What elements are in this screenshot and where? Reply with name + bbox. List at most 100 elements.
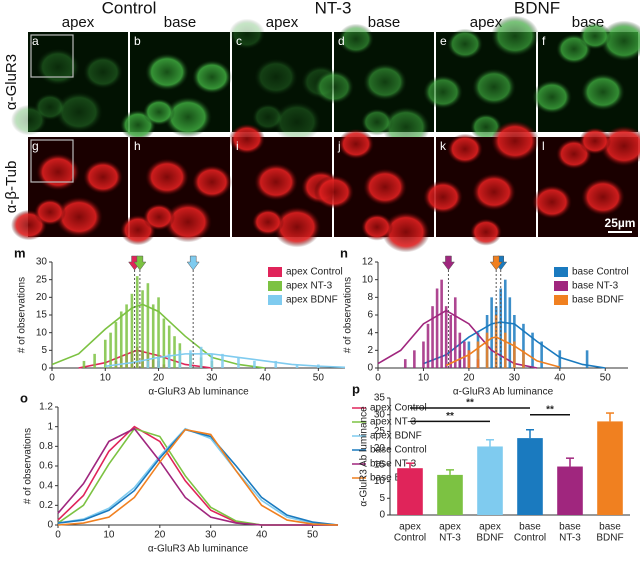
histogram-bar bbox=[157, 357, 160, 368]
y-tick-label: 0 bbox=[47, 520, 53, 531]
line-series bbox=[57, 427, 338, 526]
cell bbox=[581, 178, 625, 216]
y-tick-label: 0 bbox=[379, 510, 385, 521]
cell bbox=[273, 206, 321, 248]
cell bbox=[447, 28, 483, 60]
micrograph bbox=[423, 15, 539, 141]
x-axis-label: α-GluR3 Ab luminance bbox=[453, 387, 554, 398]
histogram-bar bbox=[522, 323, 525, 368]
x-tick-label: BDNF bbox=[476, 533, 503, 544]
y-tick-label: 1.2 bbox=[39, 402, 53, 413]
column-label: base bbox=[164, 14, 197, 31]
histogram-bar bbox=[422, 341, 425, 368]
histogram-bar bbox=[103, 339, 107, 368]
y-tick-label: 10 bbox=[36, 327, 48, 338]
histogram-bar bbox=[431, 306, 434, 368]
histogram-bar bbox=[199, 346, 203, 368]
cell bbox=[252, 103, 284, 131]
histogram-bar bbox=[157, 297, 160, 368]
legend-swatch bbox=[554, 267, 568, 277]
y-axis-label: # of observations bbox=[343, 277, 354, 353]
cell bbox=[55, 196, 103, 238]
x-tick-label: Control bbox=[514, 533, 546, 544]
cell bbox=[579, 22, 611, 50]
histogram-bar bbox=[476, 341, 480, 368]
inset-box bbox=[30, 139, 74, 183]
legend-label: apex Control bbox=[370, 403, 427, 414]
cell bbox=[447, 133, 483, 165]
mean-arrow bbox=[441, 255, 455, 271]
panel-letter: d bbox=[338, 34, 345, 48]
histogram-bar bbox=[531, 332, 534, 368]
x-tick-label: NT-3 bbox=[439, 533, 461, 544]
fit-curve bbox=[105, 353, 346, 369]
x-tick-label: 20 bbox=[154, 530, 166, 541]
legend-label: apex NT-3 bbox=[286, 281, 333, 292]
chart: n 0 2 4 6 8 10 12 0 10 20 30 40 50 α-GluR3 Ab luminanc… bbox=[340, 245, 638, 398]
panel-letter: o bbox=[20, 390, 28, 405]
micrograph bbox=[423, 120, 539, 246]
histogram-bar bbox=[210, 353, 214, 368]
legend-swatch bbox=[268, 267, 282, 277]
cell bbox=[579, 127, 611, 155]
histogram-bar bbox=[146, 283, 150, 368]
x-tick-label: 20 bbox=[463, 373, 475, 384]
cell bbox=[314, 70, 354, 104]
panel-letter: h bbox=[134, 139, 141, 153]
bar bbox=[437, 474, 463, 515]
histogram-bar bbox=[295, 364, 299, 368]
histogram-bar bbox=[253, 360, 256, 368]
histogram-bar bbox=[189, 350, 192, 368]
bar bbox=[557, 466, 583, 515]
x-tick-label: 10 bbox=[103, 530, 115, 541]
cell bbox=[55, 91, 103, 133]
y-axis-label: # of observations bbox=[17, 277, 28, 353]
bar bbox=[517, 438, 543, 515]
x-tick-label: Control bbox=[394, 533, 426, 544]
histogram-bar bbox=[467, 350, 471, 368]
x-tick-label: base bbox=[519, 522, 541, 533]
chart: o00.20.40.60.811.20 10 20 30 40 50α-GluR3 Ab … bbox=[20, 390, 436, 555]
histogram-bar bbox=[151, 304, 155, 368]
y-axis-label: # of observations bbox=[23, 428, 34, 504]
x-tick-label: 30 bbox=[206, 373, 218, 384]
cell bbox=[164, 201, 212, 243]
y-tick-label: 0.2 bbox=[39, 500, 53, 511]
cell bbox=[600, 125, 640, 167]
x-tick-label: 30 bbox=[509, 373, 521, 384]
histogram-bar bbox=[114, 322, 118, 368]
x-tick-label: base bbox=[559, 522, 581, 533]
legend-swatch bbox=[268, 295, 282, 305]
y-tick-label: 2 bbox=[367, 345, 373, 356]
legend-swatch bbox=[554, 295, 568, 305]
cell bbox=[229, 18, 265, 50]
cell bbox=[423, 180, 463, 214]
cell bbox=[254, 163, 298, 201]
x-tick-label: apex bbox=[479, 522, 501, 533]
micrograph bbox=[532, 125, 640, 237]
cell bbox=[423, 75, 463, 109]
fit-curve bbox=[78, 349, 212, 369]
column-label: apex bbox=[62, 14, 95, 31]
histogram-bar bbox=[453, 297, 457, 368]
mean-arrow bbox=[489, 255, 503, 271]
panel-letter: c bbox=[236, 34, 242, 48]
legend-swatch bbox=[268, 281, 282, 291]
y-tick-label: 25 bbox=[36, 274, 48, 285]
x-tick-label: 30 bbox=[205, 530, 217, 541]
x-tick-label: 0 bbox=[375, 373, 381, 384]
x-tick-label: 40 bbox=[554, 373, 566, 384]
mean-arrow bbox=[186, 255, 200, 271]
fit-curve bbox=[423, 321, 606, 369]
cell bbox=[164, 96, 212, 138]
line-series bbox=[57, 428, 339, 526]
micrograph bbox=[532, 20, 640, 132]
y-tick-label: 15 bbox=[36, 310, 48, 321]
micrograph bbox=[11, 32, 128, 136]
histogram-bar bbox=[499, 288, 503, 368]
x-axis-label: α-GluR3 Ab luminance bbox=[148, 544, 249, 555]
fit-curve bbox=[51, 303, 266, 369]
line-series bbox=[57, 427, 338, 526]
panel-letter: i bbox=[236, 139, 239, 153]
